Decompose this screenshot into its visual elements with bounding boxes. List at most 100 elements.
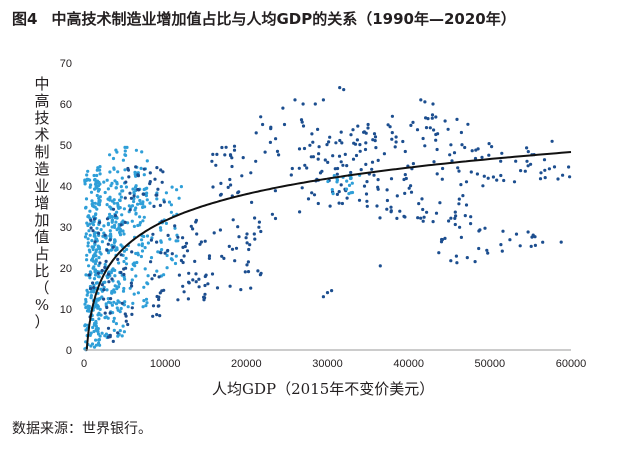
data-point <box>132 199 136 204</box>
data-point <box>483 226 487 230</box>
data-point <box>199 240 203 244</box>
data-point <box>94 180 98 185</box>
data-point <box>96 274 100 279</box>
data-point <box>327 140 331 144</box>
y-tick-label: 30 <box>60 222 72 234</box>
data-point <box>93 187 97 191</box>
data-point <box>568 175 572 179</box>
data-point <box>519 169 523 173</box>
data-point <box>424 126 429 130</box>
data-point <box>130 267 134 271</box>
data-point <box>85 221 89 225</box>
data-point <box>353 142 358 146</box>
data-point <box>96 329 100 334</box>
data-point <box>390 131 394 135</box>
data-point <box>160 180 164 184</box>
data-point <box>342 88 346 92</box>
data-point <box>119 195 123 199</box>
data-point <box>207 254 212 258</box>
data-point <box>162 200 166 204</box>
data-point <box>141 202 145 206</box>
data-point <box>173 226 177 230</box>
data-point <box>328 135 332 139</box>
data-point <box>159 228 163 232</box>
data-point <box>550 139 554 143</box>
data-point <box>234 246 239 250</box>
data-point <box>298 210 302 214</box>
data-point <box>119 185 123 189</box>
data-point <box>106 251 111 255</box>
data-point <box>421 219 425 223</box>
data-point <box>335 192 339 196</box>
data-point <box>84 205 88 209</box>
data-point <box>187 280 191 284</box>
data-point <box>85 173 89 177</box>
data-point <box>98 172 102 176</box>
data-point <box>123 168 127 172</box>
data-point <box>131 301 135 305</box>
data-point <box>437 251 441 255</box>
data-point <box>305 166 309 170</box>
data-point <box>486 176 490 180</box>
data-point <box>169 210 173 214</box>
data-point <box>86 241 90 245</box>
data-point <box>122 249 126 253</box>
data-point <box>257 220 261 224</box>
data-point <box>434 211 439 215</box>
data-point <box>339 183 343 187</box>
data-point <box>501 229 505 233</box>
data-point <box>116 280 120 284</box>
data-point <box>113 238 117 242</box>
data-point <box>120 213 124 217</box>
data-point <box>449 143 453 147</box>
data-point <box>389 177 394 181</box>
data-point <box>218 228 222 232</box>
data-point <box>113 214 118 218</box>
data-point <box>457 202 461 206</box>
data-point <box>458 225 462 229</box>
data-point <box>203 283 207 288</box>
data-point <box>89 190 94 194</box>
data-point <box>97 338 102 342</box>
data-point <box>134 184 138 188</box>
data-point <box>140 242 144 246</box>
data-point <box>123 220 127 224</box>
x-tick-label: 50000 <box>475 358 506 370</box>
data-point <box>453 210 457 214</box>
data-point <box>132 292 136 296</box>
data-point <box>126 305 130 309</box>
data-point <box>459 130 463 135</box>
data-point <box>430 113 435 117</box>
data-point <box>115 247 119 252</box>
data-point <box>142 187 147 191</box>
data-point <box>232 144 237 148</box>
data-point <box>388 125 392 129</box>
data-point <box>89 218 93 222</box>
data-point <box>164 191 168 195</box>
data-point <box>114 302 119 306</box>
data-point <box>211 152 215 156</box>
data-point <box>422 215 426 219</box>
data-point <box>159 239 163 243</box>
data-point <box>122 259 126 264</box>
data-point <box>376 158 380 162</box>
data-point <box>454 254 458 258</box>
data-point <box>482 174 486 178</box>
data-point <box>256 269 260 273</box>
data-point <box>118 310 122 314</box>
data-point <box>112 198 116 202</box>
data-point <box>222 256 226 260</box>
y-axis-label-char: 占 <box>34 245 50 263</box>
data-point <box>302 146 307 151</box>
data-point <box>136 195 140 199</box>
y-axis-label: 中高技术制造业增加值占比（%） <box>33 76 51 331</box>
data-point <box>106 221 110 225</box>
data-point <box>115 150 119 154</box>
data-point <box>88 333 92 337</box>
data-point <box>334 141 338 145</box>
data-point <box>443 119 447 123</box>
data-point <box>136 173 140 177</box>
data-point <box>141 205 145 209</box>
y-axis-label-char: 值 <box>34 228 50 246</box>
data-point <box>122 232 126 236</box>
